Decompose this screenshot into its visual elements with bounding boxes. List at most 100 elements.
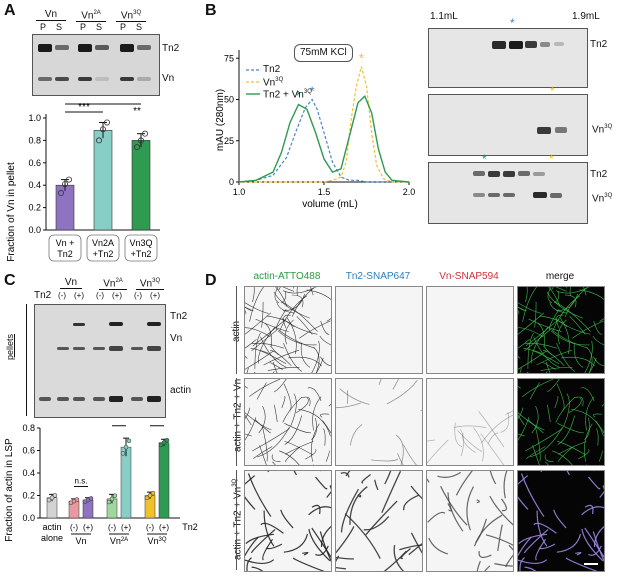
data-point — [150, 490, 156, 496]
filament — [462, 433, 476, 453]
filament — [593, 525, 604, 548]
filament — [336, 566, 346, 570]
filament — [531, 405, 539, 434]
filament — [255, 318, 289, 332]
filament — [505, 410, 513, 415]
filament — [536, 510, 548, 547]
filament — [533, 522, 557, 534]
filament — [588, 476, 601, 490]
bar — [158, 442, 170, 519]
filament — [561, 356, 595, 367]
y-axis-label: Fraction of Vn in pellet — [6, 162, 17, 262]
filament — [284, 319, 294, 345]
data-point — [141, 130, 148, 137]
tn2-label: Tn2 — [34, 290, 52, 301]
significance-label: ** — [133, 106, 141, 117]
filament — [529, 382, 540, 400]
x-axis-label: volume (mL) — [302, 199, 358, 210]
y-tick-label: 0.0 — [28, 225, 41, 235]
filament — [551, 287, 554, 291]
filament — [245, 302, 269, 314]
filament — [518, 559, 548, 564]
filament — [518, 496, 529, 510]
peak-marker: * — [359, 50, 364, 65]
filament — [280, 509, 294, 529]
filament — [320, 356, 331, 366]
x-tick-label: +Tn2 — [131, 249, 152, 259]
filament — [595, 428, 599, 446]
filament — [301, 396, 311, 407]
gel-c-group-2: Vn2A — [99, 278, 127, 291]
filament — [256, 382, 267, 400]
filament — [566, 471, 571, 476]
filament — [245, 306, 254, 312]
filament — [440, 486, 468, 526]
filament — [427, 439, 449, 464]
band-label-tn2: Tn2 — [170, 311, 188, 322]
filament — [284, 415, 302, 445]
column-header-actin: actin-ATTO488 — [253, 271, 321, 282]
filament — [557, 422, 584, 434]
filament — [487, 432, 499, 444]
filament — [545, 361, 551, 373]
filament — [363, 515, 390, 531]
filament — [275, 287, 288, 307]
filament — [308, 506, 331, 516]
filament — [473, 514, 503, 547]
filament — [484, 565, 491, 571]
y-tick-label: 0.2 — [28, 203, 41, 213]
filament — [557, 441, 587, 456]
data-point — [120, 451, 126, 456]
filament — [573, 342, 584, 368]
filament — [266, 315, 295, 328]
panel-letter-a: A — [4, 2, 16, 19]
data-point — [46, 497, 52, 503]
data-point — [58, 190, 65, 197]
filament — [584, 527, 604, 559]
filament — [553, 509, 567, 529]
y-tick-label: 0.0 — [22, 513, 35, 523]
filament — [593, 320, 603, 335]
filament — [245, 496, 256, 510]
gel-marker-star: * — [549, 152, 554, 166]
filament — [251, 566, 264, 571]
filament — [550, 330, 590, 346]
filament — [501, 498, 508, 512]
category-box — [124, 234, 158, 262]
filament — [336, 402, 361, 409]
data-point — [147, 493, 153, 498]
filament — [245, 312, 246, 316]
filament — [503, 471, 508, 499]
filament — [245, 475, 256, 485]
filament — [557, 319, 567, 345]
filament — [588, 357, 597, 373]
filament — [481, 414, 513, 444]
x-tick-label: Vn3Q — [129, 238, 152, 248]
filament — [323, 428, 326, 446]
panel-letter-b: B — [205, 2, 217, 19]
filament — [565, 287, 567, 289]
filament — [592, 531, 604, 563]
x-tick-label: Vn + — [56, 238, 75, 248]
lane-sign: (+) — [121, 523, 131, 532]
filament — [505, 554, 513, 568]
lane-sign: (+) — [74, 291, 84, 300]
micrograph-r2-c4 — [517, 378, 605, 466]
filament — [325, 450, 330, 462]
lane-label: P — [40, 22, 47, 32]
filament — [546, 291, 583, 319]
significance-label: **** — [150, 420, 165, 425]
y-tick-label: 0 — [229, 177, 234, 187]
filament — [551, 329, 588, 349]
gel-b-label-4: Vn3Q — [592, 193, 613, 205]
filament — [274, 287, 280, 303]
micrograph-r2-c2 — [335, 378, 423, 466]
filament — [319, 531, 331, 563]
filament — [535, 427, 541, 462]
chart-b-legend: Tn2 Vn3Q Tn2 + Vn3Q — [246, 64, 356, 100]
filament — [518, 433, 525, 437]
micrograph-r1-c4 — [517, 286, 605, 374]
micrograph-r3-c4 — [517, 470, 605, 572]
filament — [381, 471, 402, 514]
filament — [320, 471, 322, 472]
